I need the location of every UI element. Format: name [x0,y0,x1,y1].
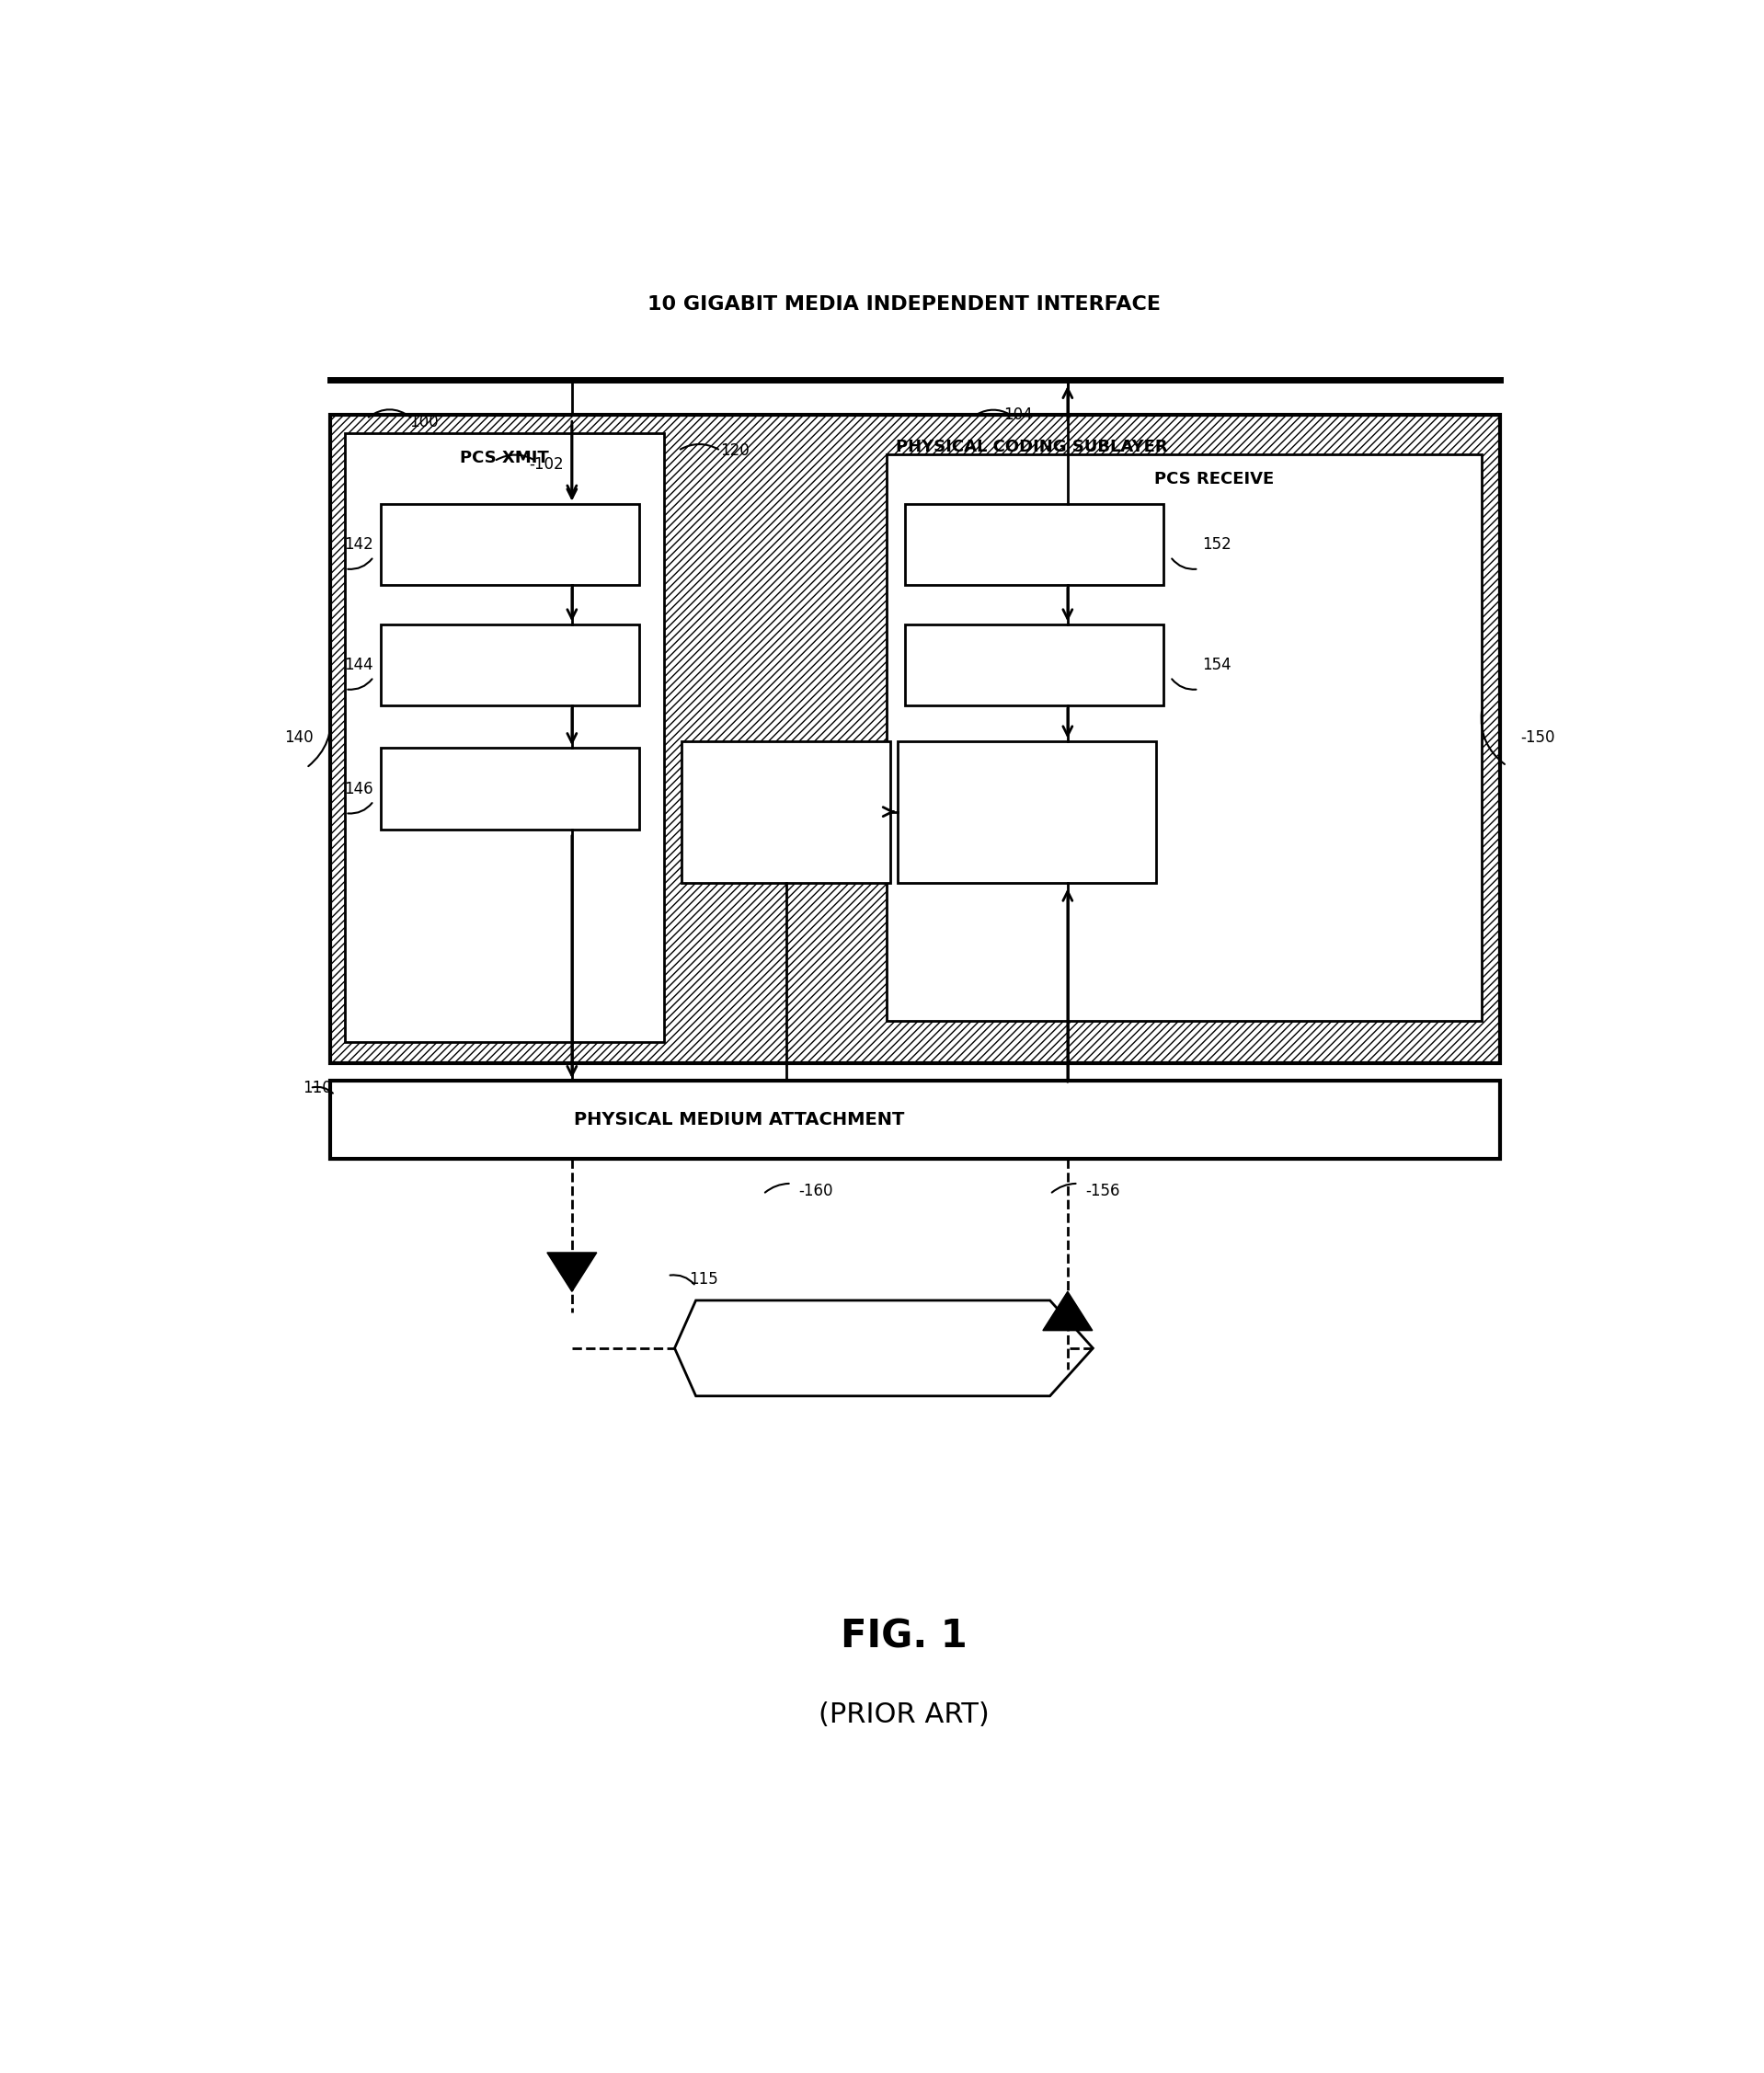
Text: 142: 142 [344,537,374,553]
Bar [330,415,1499,1063]
Bar [905,504,1162,585]
Text: GEAR BOX: GEAR BOX [462,779,557,796]
Text: DECODER: DECODER [990,537,1078,553]
Bar [898,740,1155,883]
Text: BLOCK SYNC: BLOCK SYNC [968,804,1085,821]
Text: -102: -102 [529,456,564,473]
Text: -150: -150 [1521,730,1556,746]
Text: (PRIOR ART): (PRIOR ART) [818,1702,990,1729]
Bar [905,624,1162,705]
Text: BER & SYNC
HEADER
MONITOR: BER & SYNC HEADER MONITOR [734,784,838,840]
Text: 154: 154 [1203,657,1231,674]
Bar [381,624,639,705]
Polygon shape [674,1300,1094,1395]
Text: 100: 100 [409,415,437,431]
Polygon shape [547,1252,596,1291]
Text: MEDIUM: MEDIUM [834,1339,912,1356]
Text: 10 GIGABIT MEDIA INDEPENDENT INTERFACE: 10 GIGABIT MEDIA INDEPENDENT INTERFACE [647,294,1161,313]
Bar [381,748,639,829]
Text: 120: 120 [721,442,750,458]
Bar [381,504,639,585]
Text: PHYSICAL CODING SUBLAYER: PHYSICAL CODING SUBLAYER [896,439,1168,456]
Text: 115: 115 [688,1271,718,1287]
Text: PCS XMIT: PCS XMIT [460,450,549,466]
Text: SCRAMBLER: SCRAMBLER [453,657,566,674]
Text: -160: -160 [799,1182,833,1198]
Text: ENCODER: ENCODER [466,537,554,553]
Text: FIG. 1: FIG. 1 [841,1617,967,1656]
Text: PCS RECEIVE: PCS RECEIVE [1154,471,1274,487]
Polygon shape [1043,1291,1092,1331]
Text: -156: -156 [1085,1182,1120,1198]
Bar [887,454,1482,1020]
Bar [346,433,663,1043]
Bar [681,740,891,883]
Text: 146: 146 [344,779,374,796]
Text: 110: 110 [303,1080,332,1097]
Text: 152: 152 [1203,537,1231,553]
Text: 144: 144 [344,657,374,674]
Text: 140: 140 [284,730,314,746]
Bar [330,1080,1499,1159]
Text: DESCRAMBLER: DESCRAMBLER [965,657,1102,674]
Text: 104: 104 [1004,406,1034,423]
Text: PHYSICAL MEDIUM ATTACHMENT: PHYSICAL MEDIUM ATTACHMENT [573,1111,905,1128]
